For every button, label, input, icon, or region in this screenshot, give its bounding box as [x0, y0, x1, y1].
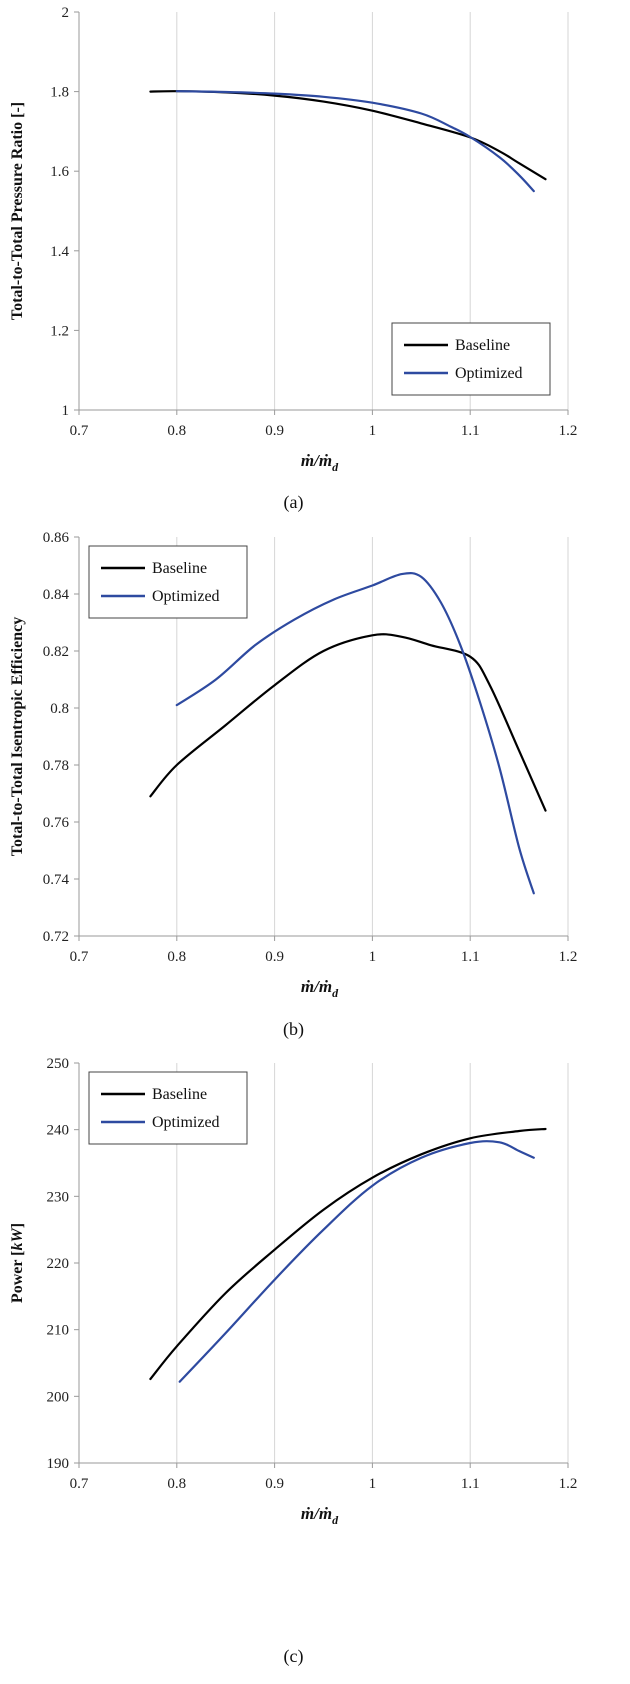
panel-caption: (c): [284, 1646, 304, 1667]
x-axis-label: ṁ/ṁd: [301, 977, 339, 1000]
y-axis-label: Total-to-Total Pressure Ratio [-]: [9, 102, 26, 320]
x-tick-label: 1.1: [461, 949, 480, 965]
y-tick-label: 220: [47, 1256, 70, 1272]
y-tick-label: 190: [47, 1456, 70, 1472]
x-tick-label: 1.1: [461, 423, 480, 439]
y-tick-label: 1.8: [50, 85, 69, 101]
y-tick-label: 0.86: [43, 530, 70, 546]
y-tick-label: 1.2: [50, 323, 69, 339]
x-tick-label: 1.2: [559, 1476, 578, 1492]
x-tick-label: 1: [369, 949, 377, 965]
x-tick-label: 0.9: [265, 949, 284, 965]
x-tick-label: 0.7: [70, 1476, 89, 1492]
chart-panel-1: 1 1.2 1.4 1.6 1.8 2 0.7 0.8 0.9 1 1.1 1.2 ṁ/ṁd Total-…: [9, 5, 577, 513]
legend-label-baseline: Baseline: [455, 337, 510, 354]
x-tick-label: 0.9: [265, 1476, 284, 1492]
series-line-optimized: [178, 1140, 535, 1383]
panel-caption: (a): [284, 492, 304, 513]
legend-label-optimized: Optimized: [152, 588, 220, 605]
series-line-optimized: [175, 571, 535, 895]
y-axis-label: Total-to-Total Isentropic Efficiency: [9, 617, 26, 856]
x-tick-label: 0.8: [167, 1476, 186, 1492]
y-tick-label: 250: [47, 1056, 70, 1072]
y-tick-label: 210: [47, 1323, 70, 1339]
series-line-baseline: [149, 633, 547, 812]
panel-caption: (b): [283, 1019, 304, 1040]
x-tick-label: 1.2: [559, 423, 578, 439]
series-line-baseline: [149, 90, 547, 181]
y-tick-label: 1.6: [50, 164, 69, 180]
y-tick-label: 0.78: [43, 758, 69, 774]
x-tick-label: 0.7: [70, 949, 89, 965]
x-tick-label: 0.9: [265, 423, 284, 439]
x-tick-label: 0.8: [167, 949, 186, 965]
y-tick-label: 0.74: [43, 872, 70, 888]
series-line-baseline: [149, 1127, 547, 1381]
y-tick-label: 1: [62, 403, 70, 419]
y-tick-label: 2: [62, 5, 70, 21]
chart-panel-3: 190 200 210 220 230 240 250 0.7 0.8 0.9 1 1.1 1.2 ṁ/ṁ…: [9, 1056, 577, 1667]
legend-label-baseline: Baseline: [152, 560, 207, 577]
legend-box: [391, 322, 551, 396]
y-tick-label: 0.8: [50, 701, 69, 717]
legend-box: [88, 1071, 248, 1145]
legend-label-optimized: Optimized: [152, 1114, 220, 1131]
y-tick-label: 0.84: [43, 587, 70, 603]
legend-label-optimized: Optimized: [455, 365, 523, 382]
x-tick-label: 1.1: [461, 1476, 480, 1492]
x-tick-label: 1: [369, 1476, 377, 1492]
y-axis-label: Power [kW]: [9, 1223, 26, 1303]
x-tick-label: 0.7: [70, 423, 89, 439]
y-tick-label: 240: [47, 1123, 70, 1139]
x-axis-label: ṁ/ṁd: [301, 1504, 339, 1527]
legend: Baseline Optimized: [88, 1071, 248, 1145]
x-axis-label: ṁ/ṁd: [301, 451, 339, 474]
y-tick-label: 230: [47, 1189, 70, 1205]
y-tick-label: 200: [47, 1389, 70, 1405]
series-line-optimized: [175, 90, 535, 193]
y-tick-label: 1.4: [50, 244, 69, 260]
x-tick-label: 1: [369, 423, 377, 439]
y-tick-label: 0.72: [43, 929, 69, 945]
y-tick-label: 0.76: [43, 815, 70, 831]
x-tick-label: 0.8: [167, 423, 186, 439]
chart-panel-2: 0.72 0.74 0.76 0.78 0.8 0.82 0.84 0.86 0.7 0.8 0.9…: [9, 530, 577, 1040]
legend-label-baseline: Baseline: [152, 1086, 207, 1103]
legend: Baseline Optimized: [88, 545, 248, 619]
legend: Baseline Optimized: [391, 322, 551, 396]
x-tick-label: 1.2: [559, 949, 578, 965]
y-tick-label: 0.82: [43, 644, 69, 660]
legend-box: [88, 545, 248, 619]
